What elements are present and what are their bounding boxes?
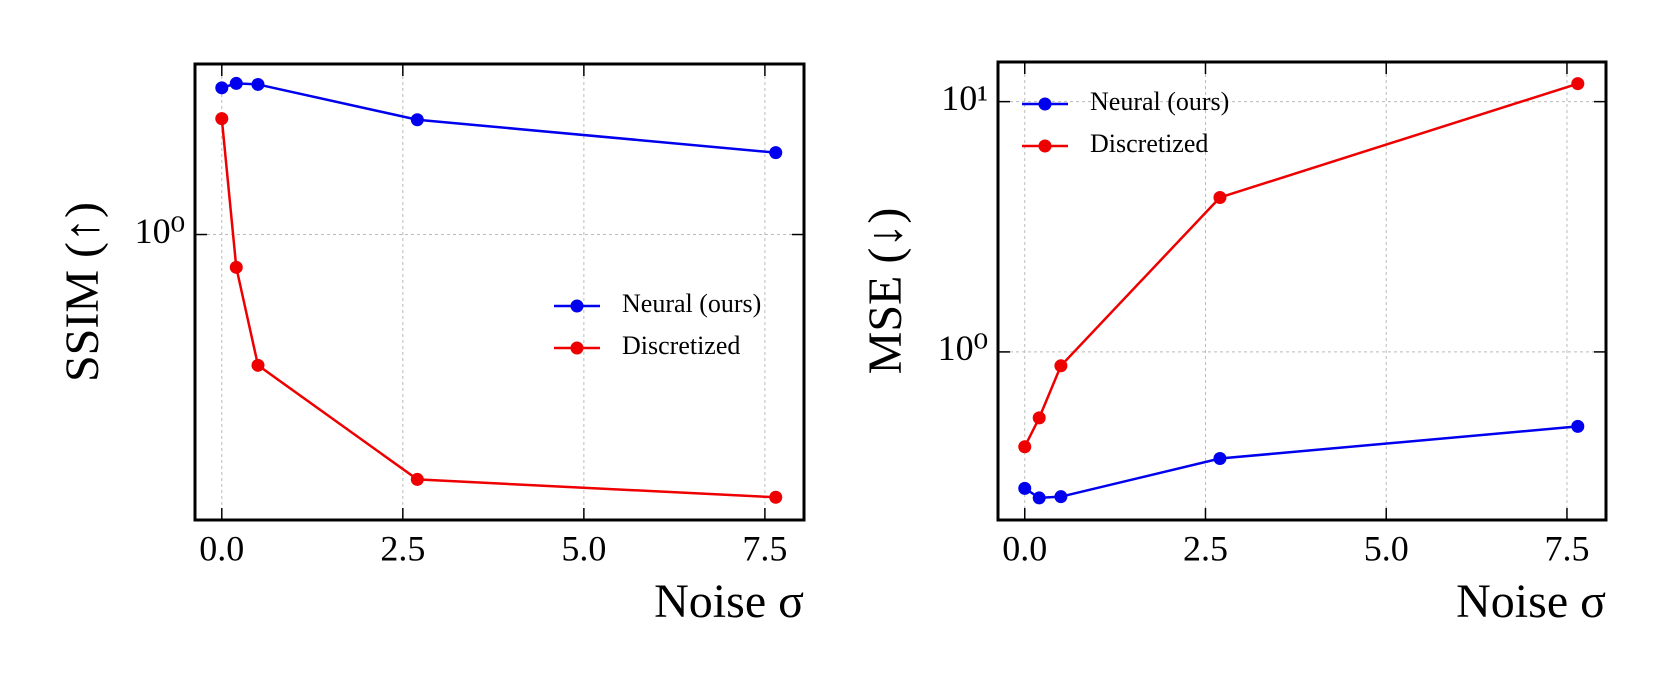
data-point: [215, 112, 229, 126]
data-point: [1032, 411, 1046, 425]
data-point: [251, 358, 265, 372]
data-point: [1018, 440, 1032, 454]
y-tick-label: 10¹: [941, 78, 988, 118]
x-tick-label: 7.5: [1544, 528, 1589, 568]
data-point: [229, 260, 243, 274]
x-tick-label: 5.0: [1364, 528, 1409, 568]
data-point: [1018, 481, 1032, 495]
data-line: [221, 82, 776, 154]
y-tick-label: 10⁰: [135, 211, 185, 251]
y-tick-label: 10⁰: [938, 328, 988, 368]
data-point: [410, 113, 424, 127]
data-point: [229, 76, 243, 90]
legend-marker: [570, 299, 584, 313]
data-point: [1032, 491, 1046, 505]
legend-marker: [1038, 97, 1052, 111]
y-axis-label: MSE (↓): [859, 208, 912, 375]
legend-label: Discretized: [1090, 129, 1208, 158]
x-tick-label: 0.0: [199, 528, 244, 568]
plot-frame: [996, 60, 1608, 522]
plot-frame: [193, 62, 806, 522]
legend-marker: [1038, 139, 1052, 153]
legend-label: Neural (ours): [622, 289, 761, 318]
x-tick-label: 7.5: [742, 528, 787, 568]
data-point: [1054, 490, 1068, 504]
data-point: [769, 490, 783, 504]
data-point: [1571, 77, 1585, 91]
data-point: [1213, 190, 1227, 204]
x-axis-label: Noise σ: [654, 575, 804, 628]
x-axis-label: Noise σ: [1456, 575, 1606, 628]
data-point: [251, 77, 265, 91]
data-line: [1024, 425, 1578, 500]
x-tick-label: 2.5: [1183, 528, 1228, 568]
data-point: [215, 81, 229, 95]
y-axis-label: SSIM (↑): [56, 202, 109, 382]
data-point: [410, 472, 424, 486]
data-point: [1213, 452, 1227, 466]
data-point: [769, 146, 783, 160]
data-point: [1054, 359, 1068, 373]
x-tick-label: 5.0: [561, 528, 606, 568]
x-tick-label: 0.0: [1002, 528, 1047, 568]
data-point: [1571, 419, 1585, 433]
legend-label: Neural (ours): [1090, 87, 1229, 116]
legend-marker: [570, 341, 584, 355]
legend-label: Discretized: [622, 331, 740, 360]
x-tick-label: 2.5: [380, 528, 425, 568]
